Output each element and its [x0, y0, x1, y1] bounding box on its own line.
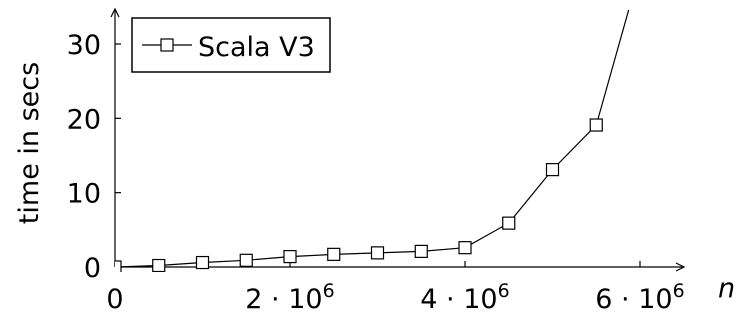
y-tick-label: 0: [84, 253, 101, 284]
series-layer: [115, 10, 630, 272]
legend-label: Scala V3: [198, 32, 315, 63]
x-axis-label: n: [718, 273, 735, 304]
data-point: [115, 260, 122, 272]
data-point: [327, 247, 341, 261]
tick-labels: 0 2 · 106 4 · 106 6 · 106 0 10 20 30: [67, 30, 685, 315]
x-tick-label: 0: [106, 284, 123, 315]
data-point: [502, 216, 516, 230]
data-point: [152, 258, 166, 272]
data-point: [458, 241, 472, 255]
data-point: [589, 118, 603, 132]
y-tick-label: 10: [67, 179, 101, 210]
y-axis-label: time in secs: [14, 62, 45, 224]
x-tick-label: 6 · 106: [595, 280, 684, 315]
data-point: [545, 163, 560, 177]
axes: [110, 7, 686, 272]
legend: Scala V3: [131, 17, 331, 73]
data-point: [195, 255, 210, 270]
x-axis-arrow: [675, 262, 686, 272]
legend-marker: [160, 38, 174, 52]
data-point: [370, 246, 385, 260]
y-tick-label: 20: [67, 104, 101, 135]
y-tick-label: 30: [67, 30, 101, 61]
x-tick-label: 4 · 106: [420, 280, 509, 315]
data-point: [283, 249, 297, 264]
data-point: [239, 253, 253, 267]
y-axis-arrow: [110, 7, 120, 18]
x-tick-label: 2 · 106: [245, 280, 334, 315]
data-point: [414, 244, 428, 258]
